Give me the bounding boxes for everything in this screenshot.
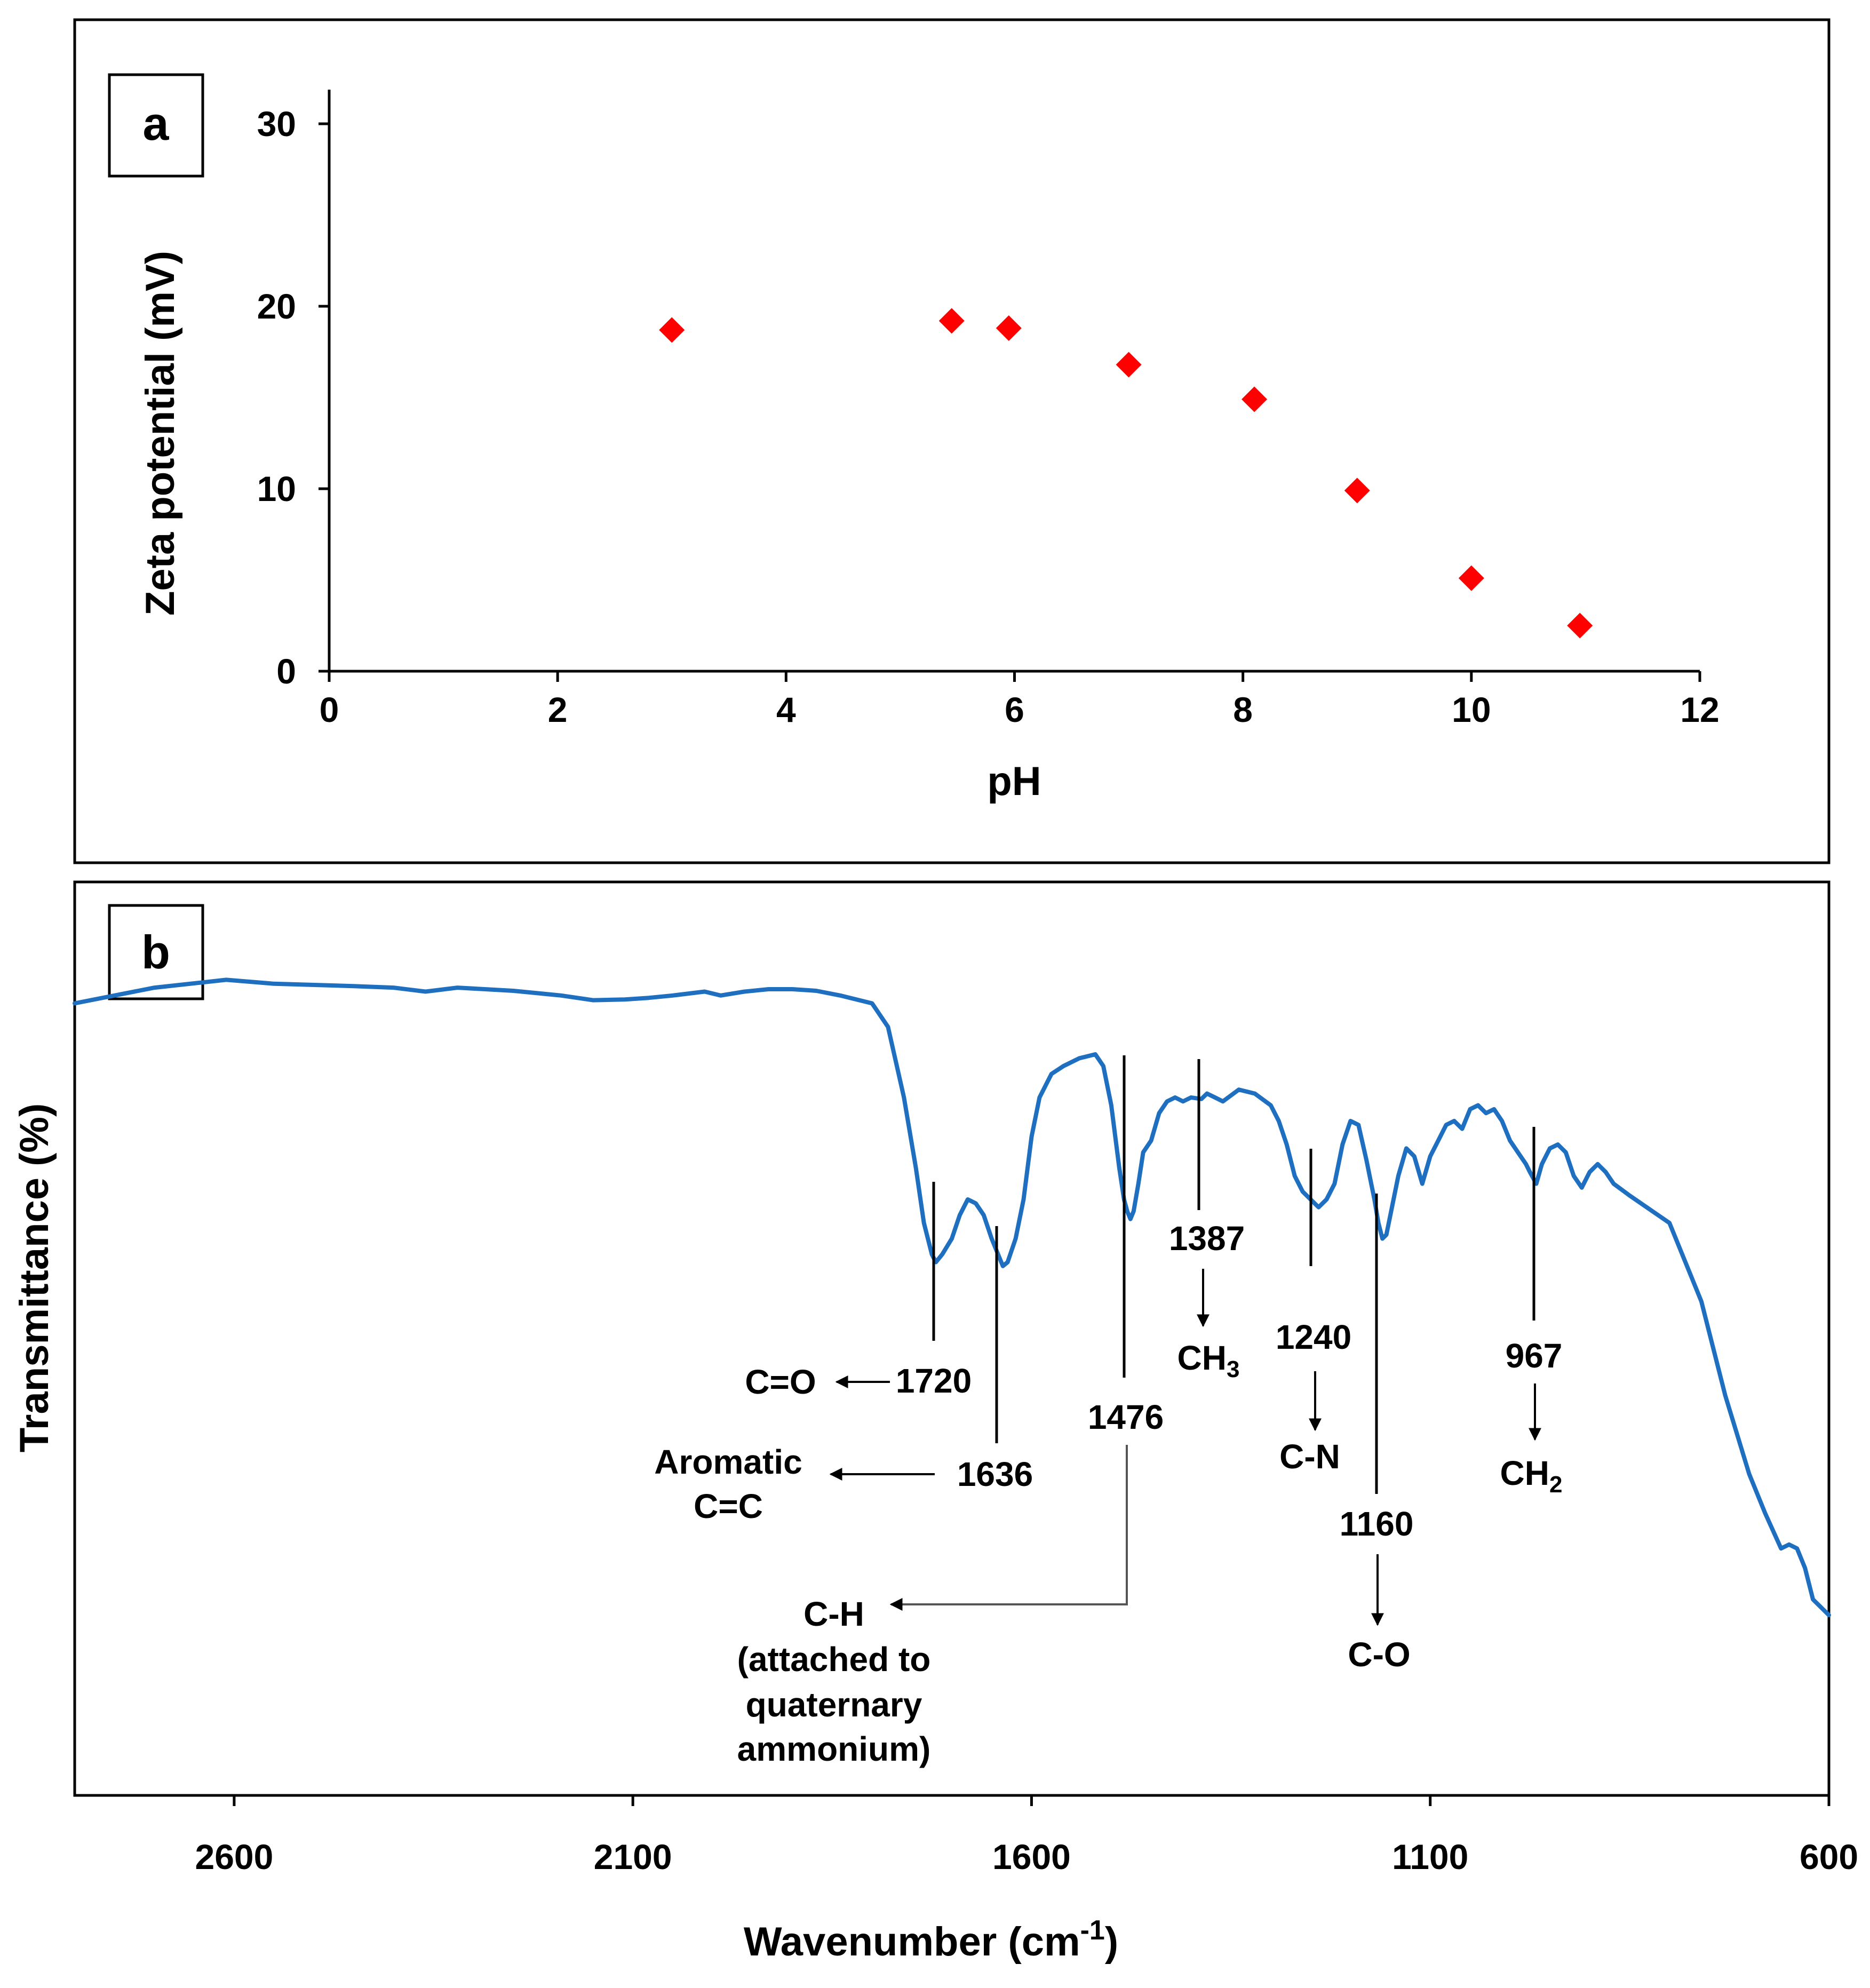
x-tick-label: 12 xyxy=(1680,690,1719,729)
panel-a-label-box xyxy=(108,73,204,178)
data-point xyxy=(1116,352,1142,378)
x-tick-label: 0 xyxy=(320,690,339,729)
panel-a-points xyxy=(659,308,1593,639)
panel-a-frame xyxy=(73,18,1831,864)
y-tick-label: 10 xyxy=(257,469,296,508)
peak-label-1240: C-N xyxy=(1279,1437,1340,1476)
peak-label-1636-line1: Aromatic xyxy=(654,1443,802,1481)
panel-a-x-label: pH xyxy=(987,759,1041,804)
x-tick-label: 4 xyxy=(776,690,796,729)
peak-label-1387-sub: 3 xyxy=(1227,1356,1239,1382)
panel-b-label: b xyxy=(141,926,170,979)
x-tick-label: 8 xyxy=(1233,690,1253,729)
annotation-967: 967 CH2 xyxy=(1500,1127,1563,1498)
peak-label-967-sub: 2 xyxy=(1549,1472,1562,1498)
peak-label-1387: CH3 xyxy=(1177,1339,1240,1382)
panel-a-ticks: 0 2 4 6 8 10 12 0 10 20 30 xyxy=(257,104,1720,729)
panel-b-frame xyxy=(73,880,1831,1797)
annotation-1636: 1636 Aromatic C=C xyxy=(654,1226,1033,1525)
peak-number-1720: 1720 xyxy=(896,1362,972,1400)
peak-label-1720: C=O xyxy=(745,1363,816,1401)
panel-b-x-label: Wavenumber (cm-1) xyxy=(744,1915,1118,1965)
x-tick-label: 2 xyxy=(548,690,568,729)
annotation-1720: 1720 C=O xyxy=(745,1182,972,1401)
peak-label-1387-base: CH xyxy=(1177,1339,1227,1377)
annotation-1387: 1387 CH3 xyxy=(1169,1059,1245,1382)
peak-label-1476-line1: C-H xyxy=(803,1595,864,1633)
peak-number-1160: 1160 xyxy=(1340,1505,1414,1543)
panel-b-spectrum-line xyxy=(73,977,1831,1618)
peak-number-1240: 1240 xyxy=(1276,1318,1351,1356)
peak-number-967: 967 xyxy=(1506,1337,1563,1375)
y-tick-label: 30 xyxy=(257,104,296,144)
panel-a-axes xyxy=(328,90,1700,673)
panel-b-x-label-base: Wavenumber (cm xyxy=(744,1919,1080,1965)
panel-b-x-label-sup: -1 xyxy=(1080,1915,1105,1946)
y-tick-label: 20 xyxy=(257,287,296,326)
x-tick-label: 1600 xyxy=(992,1837,1071,1876)
x-tick-label: 2600 xyxy=(195,1837,273,1876)
annotation-1476: 1476 C-H (attached to quaternary ammoniu… xyxy=(737,1055,1164,1768)
data-point xyxy=(996,315,1022,341)
data-point xyxy=(1458,565,1484,591)
panel-b-ticks: 2600 2100 1600 1100 600 xyxy=(195,1795,1858,1876)
peak-label-1636-line2: C=C xyxy=(694,1487,763,1525)
annotation-1160: 1160 C-O xyxy=(1340,1194,1414,1674)
data-point xyxy=(659,317,685,343)
panel-b-x-label-end: ) xyxy=(1105,1919,1118,1965)
panel-b-y-label: Transmittance (%) xyxy=(12,1103,57,1453)
peak-label-967-base: CH xyxy=(1500,1454,1549,1492)
peak-number-1387: 1387 xyxy=(1169,1219,1245,1258)
data-point xyxy=(1344,478,1370,504)
panel-a-label: a xyxy=(143,97,170,150)
arrow-1476 xyxy=(889,1445,1128,1611)
x-tick-label: 6 xyxy=(1005,690,1024,729)
data-point xyxy=(1242,386,1268,412)
annotation-1240: 1240 C-N xyxy=(1276,1149,1351,1476)
peak-label-1476-line2: (attached to xyxy=(737,1640,931,1679)
data-point xyxy=(938,308,965,334)
peak-label-1160: C-O xyxy=(1348,1635,1410,1674)
x-tick-label: 10 xyxy=(1452,690,1491,729)
peak-label-1476-line4: ammonium) xyxy=(737,1730,931,1768)
x-tick-label: 600 xyxy=(1800,1837,1858,1876)
data-point xyxy=(1567,613,1593,639)
panel-a-y-label: Zeta potential (mV) xyxy=(138,251,183,616)
y-tick-label: 0 xyxy=(276,651,296,691)
x-tick-label: 1100 xyxy=(1392,1837,1468,1876)
peak-number-1476: 1476 xyxy=(1088,1398,1164,1436)
x-tick-label: 2100 xyxy=(594,1837,672,1876)
peak-number-1636: 1636 xyxy=(957,1455,1033,1493)
peak-label-967: CH2 xyxy=(1500,1454,1563,1498)
peak-label-1476-line3: quaternary xyxy=(746,1685,922,1724)
